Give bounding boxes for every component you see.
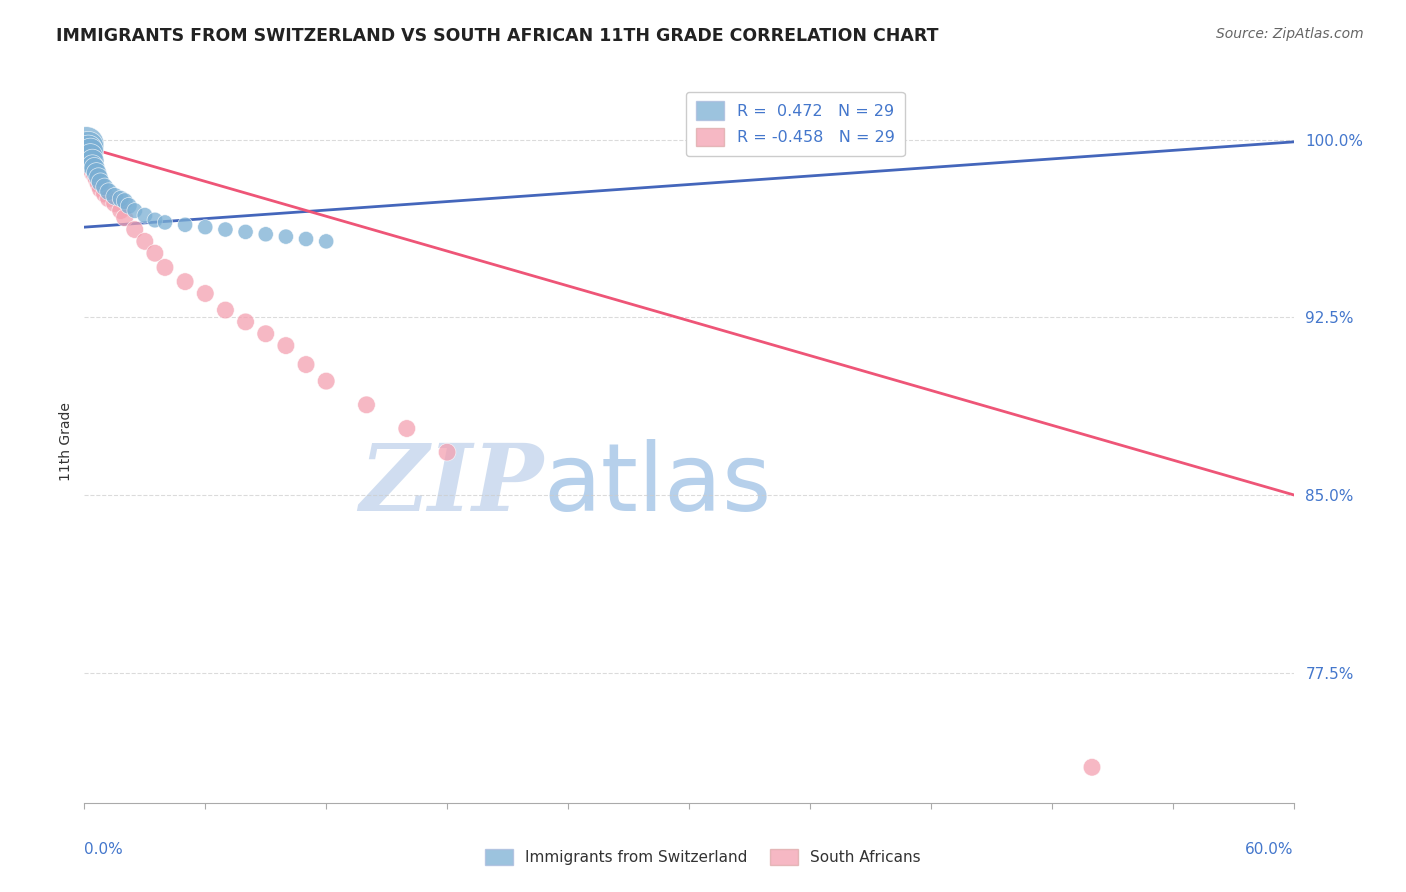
Point	[87, 170, 110, 185]
Point	[86, 173, 108, 187]
Point	[77, 156, 100, 170]
Point	[87, 178, 110, 192]
Y-axis label: 11th Grade: 11th Grade	[59, 402, 73, 481]
Point	[315, 235, 337, 249]
Point	[174, 275, 197, 289]
Point	[194, 286, 217, 301]
Point	[104, 196, 127, 211]
Point	[153, 260, 176, 275]
Point	[93, 186, 115, 201]
Point	[86, 166, 108, 180]
Point	[254, 227, 277, 242]
Point	[97, 185, 120, 199]
Point	[77, 139, 100, 153]
Legend: R =  0.472   N = 29, R = -0.458   N = 29: R = 0.472 N = 29, R = -0.458 N = 29	[686, 92, 904, 156]
Point	[153, 215, 176, 229]
Point	[235, 225, 257, 239]
Point	[395, 421, 418, 435]
Point	[118, 199, 141, 213]
Point	[315, 374, 337, 388]
Point	[295, 358, 318, 372]
Point	[1081, 760, 1104, 774]
Text: ZIP: ZIP	[360, 440, 544, 530]
Point	[77, 142, 100, 156]
Point	[134, 208, 156, 222]
Point	[274, 338, 297, 352]
Point	[274, 229, 297, 244]
Point	[356, 398, 378, 412]
Text: IMMIGRANTS FROM SWITZERLAND VS SOUTH AFRICAN 11TH GRADE CORRELATION CHART: IMMIGRANTS FROM SWITZERLAND VS SOUTH AFR…	[56, 27, 939, 45]
Point	[436, 445, 458, 459]
Point	[295, 232, 318, 246]
Point	[174, 218, 197, 232]
Point	[110, 203, 132, 218]
Point	[75, 152, 97, 166]
Point	[75, 137, 97, 152]
Point	[79, 145, 101, 159]
Point	[82, 159, 104, 173]
Point	[214, 222, 236, 236]
Point	[83, 161, 105, 175]
Point	[82, 153, 104, 168]
Point	[235, 315, 257, 329]
Point	[79, 149, 101, 163]
Point	[104, 189, 127, 203]
Point	[254, 326, 277, 341]
Point	[134, 235, 156, 249]
Point	[114, 211, 136, 225]
Point	[83, 168, 105, 182]
Point	[89, 182, 111, 196]
Point	[110, 192, 132, 206]
Text: atlas: atlas	[544, 439, 772, 531]
Point	[124, 222, 146, 236]
Point	[79, 161, 101, 175]
Point	[143, 213, 166, 227]
Point	[214, 303, 236, 318]
Text: Source: ZipAtlas.com: Source: ZipAtlas.com	[1216, 27, 1364, 41]
Point	[93, 180, 115, 194]
Text: 60.0%: 60.0%	[1246, 842, 1294, 856]
Point	[82, 166, 104, 180]
Point	[114, 194, 136, 208]
Text: 0.0%: 0.0%	[84, 842, 124, 856]
Point	[143, 246, 166, 260]
Point	[194, 220, 217, 235]
Point	[89, 175, 111, 189]
Point	[124, 203, 146, 218]
Legend: Immigrants from Switzerland, South Africans: Immigrants from Switzerland, South Afric…	[479, 843, 927, 871]
Point	[97, 192, 120, 206]
